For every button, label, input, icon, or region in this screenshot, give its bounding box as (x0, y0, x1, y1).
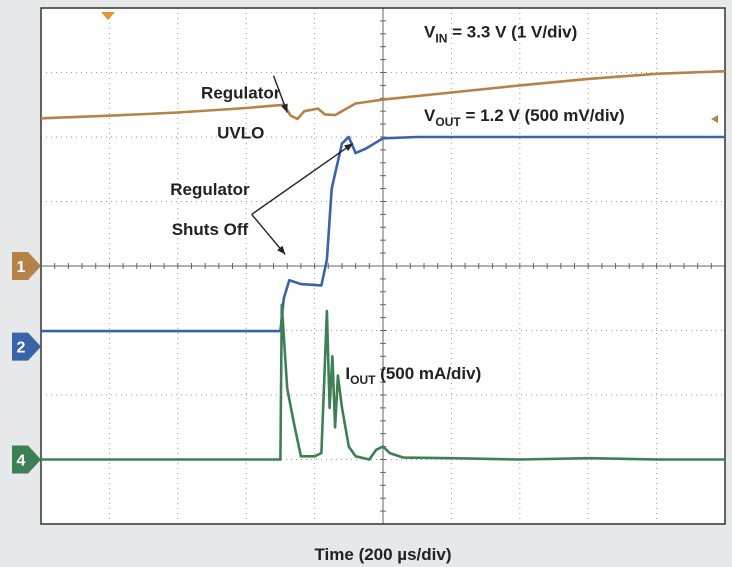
series-label: VIN = 3.3 V (1 V/div) (424, 23, 577, 46)
arrow-head (277, 245, 286, 255)
channel-marker-4 (12, 445, 41, 474)
series-label: IOUT (500 mA/div) (345, 364, 481, 387)
series-label: VOUT = 1.2 V (500 mV/div) (424, 106, 625, 129)
annotation-arrows (251, 75, 354, 255)
channel-marker-label: 1 (17, 259, 26, 276)
annotation-text: Shuts Off (172, 220, 249, 239)
channel-marker-1 (12, 252, 41, 280)
grid-ticks (41, 8, 725, 524)
channel-marker-2 (12, 332, 41, 361)
arrow-line (251, 213, 286, 255)
trigger-position-marker (101, 12, 115, 20)
channel-marker-label: 4 (17, 453, 26, 470)
annotations: Regulator UVLO Regulator Shuts Off VIN = 3.3… (170, 23, 624, 387)
trace-channel-2 (41, 135, 725, 333)
x-axis-label: Time (200 µs/div) (314, 545, 451, 564)
trigger-level-marker (711, 115, 718, 123)
annotation-text: Regulator (170, 180, 250, 199)
annotation-text: UVLO (217, 123, 264, 142)
trace-channel-1 (40, 69, 726, 121)
arrow-head (344, 143, 353, 152)
channel-marker-label: 2 (17, 340, 26, 357)
trace-channel-4 (41, 303, 725, 461)
channel-markers: 1 2 4 (12, 252, 41, 474)
annotation-text: Regulator (201, 83, 281, 102)
arrow-head (281, 103, 288, 113)
traces (40, 69, 726, 461)
arrow-line (251, 142, 354, 215)
